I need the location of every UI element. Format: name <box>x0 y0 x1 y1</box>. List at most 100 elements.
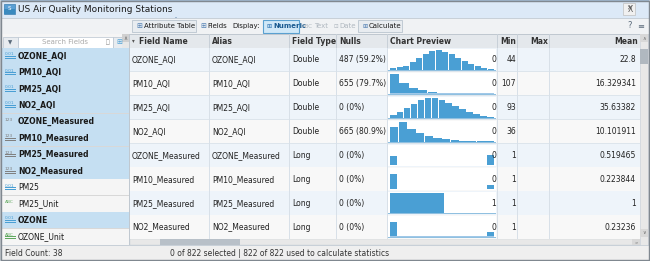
Bar <box>447 93 456 94</box>
Text: 1: 1 <box>512 151 516 160</box>
Text: 1: 1 <box>512 199 516 208</box>
Text: PM10_AQI: PM10_AQI <box>18 68 61 77</box>
Bar <box>434 138 441 141</box>
Bar <box>388 145 496 166</box>
Bar <box>632 239 640 245</box>
Bar <box>1 81 129 97</box>
Text: 0: 0 <box>491 79 496 88</box>
Text: 0: 0 <box>491 223 496 232</box>
Text: X: X <box>627 4 632 14</box>
Text: 1: 1 <box>631 199 636 208</box>
Text: Long: Long <box>292 223 311 232</box>
Text: Long: Long <box>292 199 311 208</box>
Bar <box>474 66 480 70</box>
Text: 0 (0%): 0 (0%) <box>339 199 364 208</box>
Bar <box>1 97 129 114</box>
Bar <box>409 88 418 94</box>
Bar <box>480 116 487 118</box>
Bar <box>130 239 640 245</box>
Text: ⊞: ⊞ <box>116 39 122 45</box>
Bar <box>410 62 415 70</box>
Text: NO2_AQI: NO2_AQI <box>18 101 55 110</box>
Bar <box>1 17 176 19</box>
Bar <box>390 236 494 237</box>
Bar <box>130 191 640 215</box>
Bar <box>390 127 398 141</box>
Text: 0.01: 0.01 <box>5 102 14 105</box>
Text: ∧: ∧ <box>642 35 646 40</box>
Bar <box>130 215 640 239</box>
Bar <box>1 0 649 1</box>
Text: Display:: Display: <box>232 23 259 29</box>
Bar <box>388 118 496 119</box>
Bar <box>1 228 129 229</box>
Text: 123: 123 <box>5 167 13 171</box>
Bar <box>1 0 649 18</box>
Text: 0 (0%): 0 (0%) <box>339 151 364 160</box>
Bar <box>390 68 396 70</box>
Text: OZONE_Measured: OZONE_Measured <box>132 151 201 160</box>
Text: Search Fields: Search Fields <box>42 39 88 45</box>
Bar <box>460 140 467 141</box>
Text: ≡: ≡ <box>638 21 645 31</box>
Text: PM25_Measured: PM25_Measured <box>132 199 194 208</box>
Bar <box>18 37 113 48</box>
Text: 0: 0 <box>491 151 496 160</box>
Bar <box>130 143 640 144</box>
Text: >: > <box>634 240 638 244</box>
Bar <box>130 96 640 120</box>
Bar <box>5 56 16 57</box>
Text: 655 (79.7%): 655 (79.7%) <box>339 79 386 88</box>
Bar <box>5 72 16 73</box>
Bar <box>452 106 459 118</box>
Text: OZONE_Unit: OZONE_Unit <box>18 232 65 241</box>
Text: 107: 107 <box>502 79 516 88</box>
Text: 0.01: 0.01 <box>5 69 14 73</box>
Text: Double: Double <box>292 55 319 64</box>
Bar <box>400 83 408 94</box>
Text: 123: 123 <box>5 134 13 138</box>
Text: ABC: ABC <box>302 23 313 28</box>
Bar <box>5 123 16 124</box>
Bar <box>487 117 493 118</box>
Text: ⊡: ⊡ <box>333 23 337 28</box>
Bar <box>450 140 459 141</box>
Bar <box>1 33 649 34</box>
Bar <box>418 100 424 118</box>
Bar <box>640 49 648 64</box>
Bar <box>122 34 129 42</box>
Bar <box>424 98 431 118</box>
Bar <box>487 155 494 165</box>
Bar <box>448 54 454 70</box>
Text: 487 (59.2%): 487 (59.2%) <box>339 55 386 64</box>
Bar <box>390 115 396 118</box>
Text: Fields: Fields <box>207 23 227 29</box>
Text: PM25_Measured: PM25_Measured <box>212 199 274 208</box>
Bar <box>1 245 649 246</box>
Bar <box>549 34 550 48</box>
Bar <box>388 142 496 143</box>
Bar <box>432 98 438 118</box>
Text: 35.63382: 35.63382 <box>600 103 636 112</box>
Text: PM10_AQI: PM10_AQI <box>132 79 170 88</box>
Text: PM25_AQI: PM25_AQI <box>132 103 170 112</box>
Bar <box>455 58 461 70</box>
Text: ▾: ▾ <box>132 39 135 44</box>
Text: Mean: Mean <box>614 37 638 45</box>
Text: PM25_AQI: PM25_AQI <box>212 103 250 112</box>
Bar <box>1 195 129 196</box>
Text: PM25_Unit: PM25_Unit <box>18 199 58 209</box>
Bar <box>388 192 496 214</box>
Text: 16.329341: 16.329341 <box>595 79 636 88</box>
Text: ∨: ∨ <box>642 230 646 235</box>
Bar <box>445 103 452 118</box>
Bar <box>1 18 649 19</box>
Text: Min: Min <box>500 37 516 45</box>
Bar <box>130 167 640 191</box>
Bar <box>388 189 496 190</box>
Bar <box>1 130 129 146</box>
Bar <box>1 245 649 260</box>
Bar <box>487 185 494 189</box>
Bar <box>388 213 496 214</box>
Bar <box>388 73 496 95</box>
